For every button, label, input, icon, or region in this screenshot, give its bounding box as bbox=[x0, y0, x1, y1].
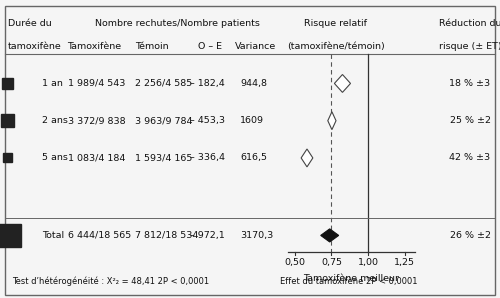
Text: Témoin: Témoin bbox=[135, 42, 168, 51]
Text: Risque relatif: Risque relatif bbox=[304, 19, 368, 28]
Text: 6 444/18 565: 6 444/18 565 bbox=[68, 231, 131, 240]
Text: risque (± ET): risque (± ET) bbox=[438, 42, 500, 51]
Text: O – E: O – E bbox=[198, 42, 222, 51]
Text: (tamoxifène/témoin): (tamoxifène/témoin) bbox=[287, 42, 385, 51]
Text: Effet du tamoxifène 2P < 0,0001: Effet du tamoxifène 2P < 0,0001 bbox=[280, 277, 417, 286]
Text: 3 963/9 784: 3 963/9 784 bbox=[135, 116, 192, 125]
Text: 26 % ±2: 26 % ±2 bbox=[450, 231, 490, 240]
Text: – 182,4: – 182,4 bbox=[190, 79, 225, 88]
Text: Nombre rechutes/Nombre patients: Nombre rechutes/Nombre patients bbox=[95, 19, 260, 28]
Text: 3 372/9 838: 3 372/9 838 bbox=[68, 116, 125, 125]
Text: Tamoxifène meilleur: Tamoxifène meilleur bbox=[303, 274, 399, 283]
Text: 1609: 1609 bbox=[240, 116, 264, 125]
Text: 944,8: 944,8 bbox=[240, 79, 267, 88]
Text: – 972,1: – 972,1 bbox=[190, 231, 225, 240]
Text: 1 083/4 184: 1 083/4 184 bbox=[68, 153, 125, 162]
Text: Total: Total bbox=[42, 231, 64, 240]
Text: 0,75: 0,75 bbox=[321, 258, 342, 267]
Text: Variance: Variance bbox=[235, 42, 276, 51]
Text: 25 % ±2: 25 % ±2 bbox=[450, 116, 490, 125]
Text: 7 812/18 534: 7 812/18 534 bbox=[135, 231, 198, 240]
Text: tamoxifène: tamoxifène bbox=[8, 42, 61, 51]
Text: 18 % ±3: 18 % ±3 bbox=[450, 79, 490, 88]
Text: 0,50: 0,50 bbox=[284, 258, 306, 267]
Text: Test d’hétérogénéité : X²₂ = 48,41 2P < 0,0001: Test d’hétérogénéité : X²₂ = 48,41 2P < … bbox=[12, 277, 209, 286]
Text: Durée du: Durée du bbox=[8, 19, 52, 28]
Text: 5 ans: 5 ans bbox=[42, 153, 68, 162]
Text: – 336,4: – 336,4 bbox=[190, 153, 225, 162]
Text: 1 an: 1 an bbox=[42, 79, 64, 88]
Text: 2 ans: 2 ans bbox=[42, 116, 68, 125]
Text: 3170,3: 3170,3 bbox=[240, 231, 273, 240]
Text: 1 989/4 543: 1 989/4 543 bbox=[68, 79, 125, 88]
Text: – 453,3: – 453,3 bbox=[190, 116, 225, 125]
Text: 1,25: 1,25 bbox=[394, 258, 415, 267]
Text: 616,5: 616,5 bbox=[240, 153, 267, 162]
Text: 2 256/4 585: 2 256/4 585 bbox=[135, 79, 192, 88]
Text: Réduction du: Réduction du bbox=[439, 19, 500, 28]
Text: Tamoxifène: Tamoxifène bbox=[68, 42, 122, 51]
Text: 1 593/4 165: 1 593/4 165 bbox=[135, 153, 192, 162]
Text: 42 % ±3: 42 % ±3 bbox=[450, 153, 490, 162]
Text: 1,00: 1,00 bbox=[358, 258, 378, 267]
